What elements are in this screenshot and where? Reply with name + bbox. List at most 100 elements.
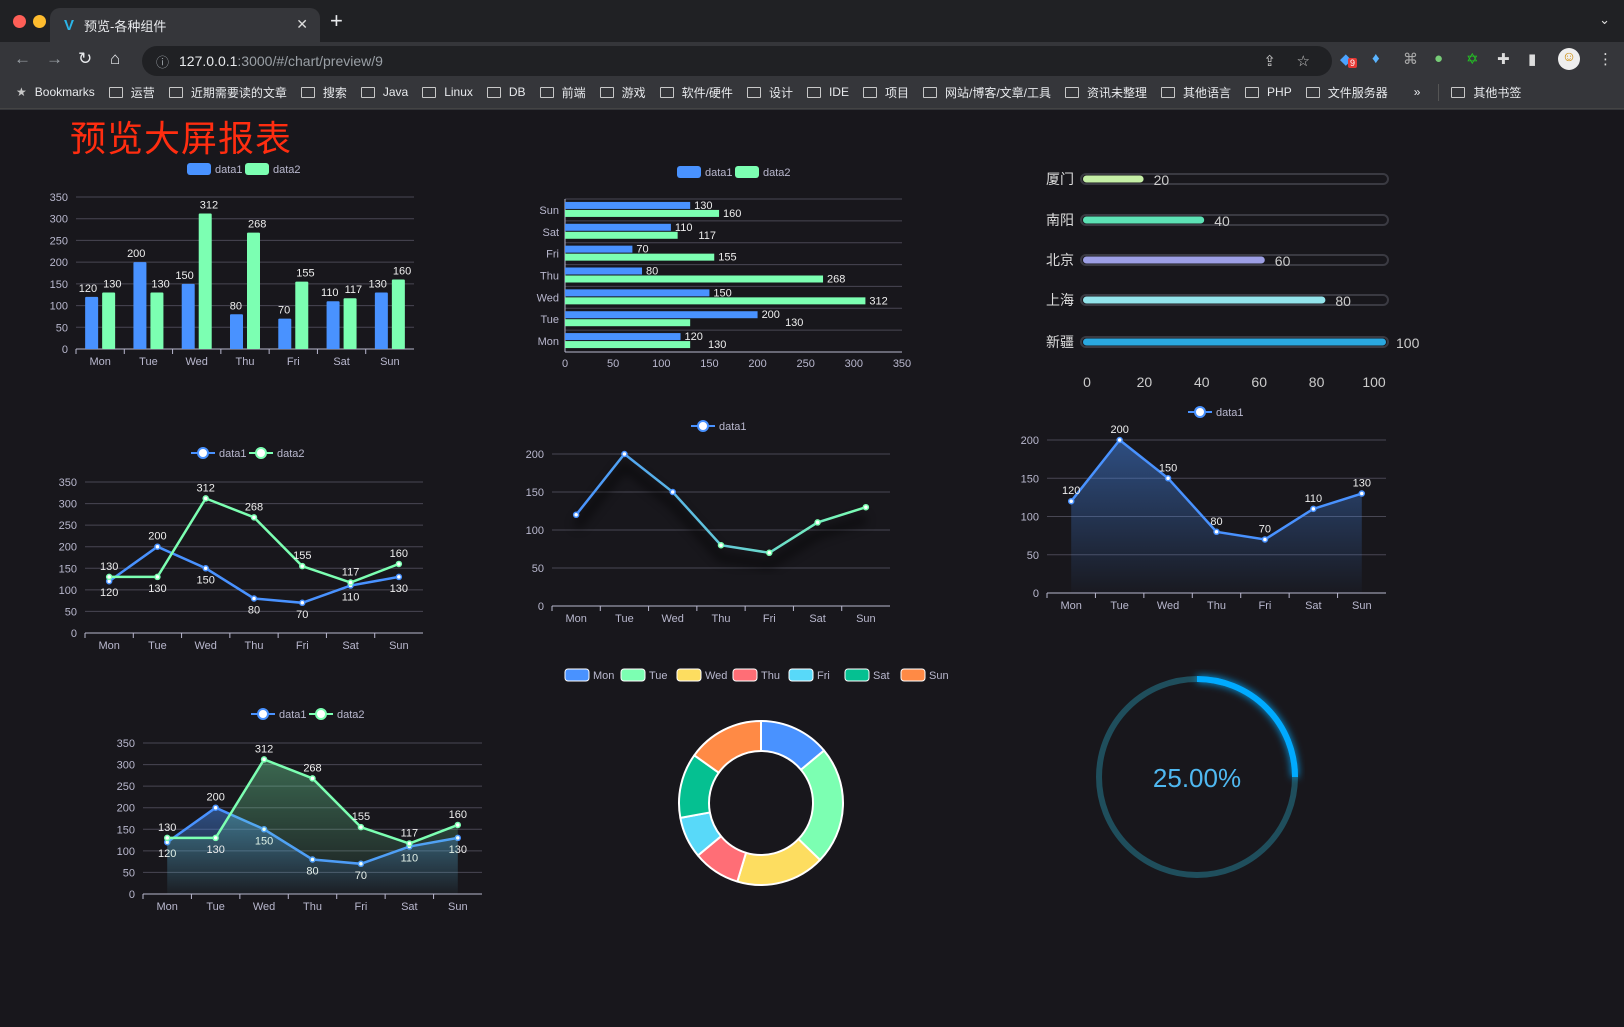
x-tick-label: Sun [380, 356, 400, 368]
legend-item-Sun[interactable]: Sun [900, 668, 949, 682]
data-point [395, 560, 403, 568]
legend-item-Tue[interactable]: Tue [620, 668, 668, 682]
bookmark-item[interactable]: Java [360, 85, 408, 99]
share-icon[interactable]: ⇪ [1263, 53, 1276, 70]
legend-item-data1[interactable]: data1 [191, 447, 247, 460]
bookmark-item[interactable]: 游戏 [599, 84, 646, 101]
bar-value-label: 80 [646, 266, 658, 278]
legend-item-data1[interactable]: data1 [691, 420, 747, 433]
star-extension-icon[interactable]: ✡ [1466, 51, 1479, 68]
y-tick-label: Wed [537, 292, 559, 304]
bookmark-label: 游戏 [621, 85, 646, 100]
bookmark-item[interactable]: 网站/博客/文章/工具 [922, 84, 1051, 101]
data-point [1261, 536, 1269, 543]
bar-data2 [102, 292, 116, 349]
circle-extension-icon[interactable]: ● [1434, 50, 1444, 67]
bar-data1 [565, 245, 633, 253]
legend-label: data1 [279, 709, 307, 721]
legend-item-Wed[interactable]: Wed [676, 668, 727, 682]
bookmark-item[interactable]: 近期需要读的文章 [168, 84, 287, 101]
x-tick-label: Sat [333, 356, 350, 368]
legend-item-Thu[interactable]: Thu [732, 668, 780, 682]
y-tick-label: 150 [526, 487, 544, 499]
bar-value-label: 120 [685, 331, 703, 343]
point-value-label: 200 [148, 531, 166, 543]
forward-arrow-icon[interactable]: → [46, 49, 63, 68]
bookmark-item[interactable]: 其他语言 [1161, 84, 1231, 101]
bookmark-item[interactable]: 运营 [108, 84, 155, 101]
site-info-icon[interactable]: ⓘ [156, 54, 170, 70]
diamond-extension-icon[interactable]: ♦ [1372, 50, 1380, 67]
legend-item-Fri[interactable]: Fri [788, 668, 830, 682]
bar-value-label: 130 [151, 279, 169, 291]
bookmark-item[interactable]: 前端 [539, 84, 586, 101]
other-bookmarks[interactable]: 其他书签 [1438, 83, 1521, 101]
bookmark-item[interactable]: 文件服务器 [1305, 84, 1388, 101]
y-tick-label: Sun [539, 205, 559, 217]
legend-item-data2[interactable]: data2 [249, 447, 305, 460]
bar-data2 [391, 279, 405, 349]
bar-value-label: 155 [718, 252, 736, 264]
x-tick-label: Fri [287, 356, 300, 368]
x-tick-label: Mon [1061, 600, 1082, 612]
legend-label: data2 [273, 164, 301, 176]
bookmark-item[interactable]: 设计 [746, 84, 793, 101]
legend-item-data2[interactable]: data2 [735, 166, 791, 179]
legend-swatch-icon [620, 668, 646, 682]
bookmark-star-icon[interactable]: ☆ [1296, 53, 1310, 70]
bookmark-item[interactable]: 资讯未整理 [1065, 84, 1147, 101]
x-tick-label: Thu [303, 901, 322, 913]
address-bar[interactable]: ⓘ 127.0.0.1:3000/#/chart/preview/9 ⇪ ☆ [142, 46, 1332, 76]
puzzle-extensions-icon[interactable]: ✚ [1497, 51, 1510, 68]
point-value-label: 200 [206, 792, 224, 804]
x-tick-label: Sun [448, 901, 468, 913]
legend-swatch-icon [676, 668, 702, 682]
donut-slice-Tue [797, 749, 844, 861]
legend-swatch-icon [677, 166, 701, 178]
legend-item-Sat[interactable]: Sat [844, 668, 890, 682]
side-panel-icon[interactable]: ▮ [1528, 51, 1537, 68]
close-window-button[interactable] [13, 15, 26, 28]
legend-label: Tue [649, 670, 668, 682]
bookmark-label: PHP [1267, 85, 1292, 99]
bookmark-item[interactable]: IDE [806, 85, 849, 99]
bar-data2 [565, 231, 678, 239]
progress-track [1080, 214, 1389, 226]
bookmark-item[interactable]: PHP [1245, 85, 1292, 99]
legend-item-Mon[interactable]: Mon [564, 668, 614, 682]
new-tab-button[interactable]: + [330, 8, 343, 33]
close-tab-icon[interactable]: ✕ [296, 16, 308, 32]
legend-item-data1[interactable]: data1 [1188, 406, 1244, 419]
bookmark-item[interactable]: DB [486, 85, 526, 99]
reload-icon[interactable]: ↻ [78, 49, 93, 68]
more-bookmarks-button[interactable]: » [1413, 85, 1421, 99]
bookmark-item[interactable]: 搜索 [300, 84, 347, 101]
data-point [202, 495, 209, 502]
progress-fill [1083, 216, 1205, 224]
y-tick-label: Sat [542, 227, 559, 239]
command-extension-icon[interactable]: ⌘ [1403, 51, 1418, 68]
menu-kebab-icon[interactable]: ⋮ [1598, 51, 1613, 68]
bar-data2 [565, 341, 691, 349]
legend-item-data1[interactable]: data1 [187, 163, 243, 176]
legend-item-data1[interactable]: data1 [677, 166, 733, 179]
browser-tab[interactable]: V 预览-各种组件 ✕ [50, 8, 320, 42]
home-icon[interactable]: ⌂ [110, 49, 121, 68]
bar-data1 [565, 333, 681, 341]
bookmark-item[interactable]: 项目 [862, 84, 909, 101]
minimize-window-button[interactable] [33, 15, 46, 28]
extension-icon[interactable]: ◆ 9 [1340, 51, 1358, 68]
tab-search-chevron-icon[interactable]: ⌄ [1599, 12, 1610, 27]
bookmark-item[interactable]: 软件/硬件 [659, 84, 733, 101]
bookmark-item[interactable]: Linux [422, 85, 473, 99]
legend-item-data2[interactable]: data2 [245, 163, 301, 176]
legend-item-data2[interactable]: data2 [309, 708, 365, 721]
x-tick-label: Thu [1207, 600, 1226, 612]
y-tick-label: 0 [71, 628, 77, 640]
back-arrow-icon[interactable]: ← [14, 49, 31, 68]
legend-item-data1[interactable]: data1 [251, 708, 307, 721]
profile-avatar[interactable]: ☺ [1558, 48, 1580, 70]
legend-marker-icon [255, 447, 267, 459]
bookmark-item[interactable]: ★ Bookmarks [16, 85, 95, 99]
folder-icon [1245, 86, 1260, 98]
